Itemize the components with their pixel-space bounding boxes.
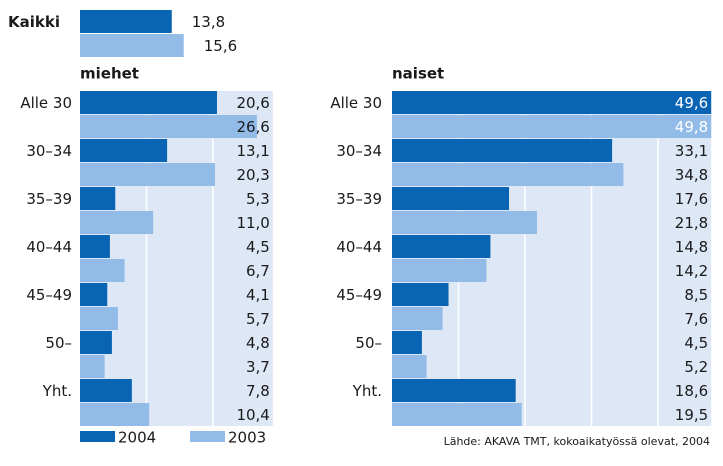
value-label: 17,6 [675,190,708,208]
category-label: Kaikki [8,13,60,31]
bar [80,187,116,210]
bar [80,235,110,258]
value-label: 7,6 [684,310,708,328]
source: Lähde: AKAVA TMT, kokoaikatyössä olevat,… [444,435,710,448]
value-label: 11,0 [236,214,269,232]
category-label: 35–39 [26,190,72,208]
bar [392,355,427,378]
value-label: 18,6 [675,382,708,400]
bar [80,34,184,57]
value-label: 19,5 [675,406,708,424]
bar [80,331,112,354]
value-label: 4,8 [246,334,270,352]
bar [392,115,712,138]
bar [392,259,487,282]
bar [80,10,172,33]
category-label: 30–34 [26,142,72,160]
value-label: 4,1 [246,286,270,304]
bar [392,403,522,426]
bar [80,211,154,234]
category-label: 45–49 [336,286,382,304]
category-label: 30–34 [336,142,382,160]
bar [80,115,257,138]
category-label: 50– [45,334,72,352]
value-label: 6,7 [246,262,270,280]
value-label: 4,5 [246,238,270,256]
value-label: 3,7 [246,358,270,376]
bar [80,379,132,402]
value-label: 4,5 [684,334,708,352]
bar [80,259,125,282]
bar [392,211,537,234]
bar [392,91,712,114]
bar [80,283,108,306]
value-label: 49,6 [675,94,708,112]
value-label: 21,8 [675,214,708,232]
bar [392,379,516,402]
value-label: 14,8 [675,238,708,256]
legend-label: 2004 [118,429,156,447]
bar [80,91,217,114]
bar [80,403,150,426]
category-label: 50– [355,334,382,352]
value-label: 13,8 [192,13,225,31]
value-label: 5,7 [246,310,270,328]
bar [80,139,168,162]
bar [80,163,215,186]
category-label: 35–39 [336,190,382,208]
panel-title: miehet [80,65,139,83]
category-label: Yht. [352,382,382,400]
category-label: Alle 30 [330,94,382,112]
bar [392,331,422,354]
panel-title: naiset [392,65,444,83]
value-label: 15,6 [204,37,237,55]
value-label: 7,8 [246,382,270,400]
bar [392,235,491,258]
value-label: 20,3 [236,166,269,184]
value-label: 13,1 [236,142,269,160]
legend-swatch [190,431,225,442]
value-label: 26,6 [236,118,269,136]
bar [392,187,510,210]
category-label: Yht. [42,382,72,400]
legend-swatch [80,431,115,442]
bar [392,139,613,162]
category-label: 45–49 [26,286,72,304]
value-label: 10,4 [236,406,269,424]
bar [80,307,118,330]
value-label: 33,1 [675,142,708,160]
bar [80,355,105,378]
category-label: 40–44 [26,238,72,256]
value-label: 8,5 [684,286,708,304]
category-label: Alle 30 [20,94,72,112]
value-label: 34,8 [675,166,708,184]
value-label: 20,6 [236,94,269,112]
bar [392,283,449,306]
legend-label: 2003 [228,429,266,447]
value-label: 14,2 [675,262,708,280]
value-label: 5,3 [246,190,270,208]
category-label: 40–44 [336,238,382,256]
bar [392,307,443,330]
value-label: 5,2 [684,358,708,376]
value-label: 49,8 [675,118,708,136]
bar [392,163,624,186]
